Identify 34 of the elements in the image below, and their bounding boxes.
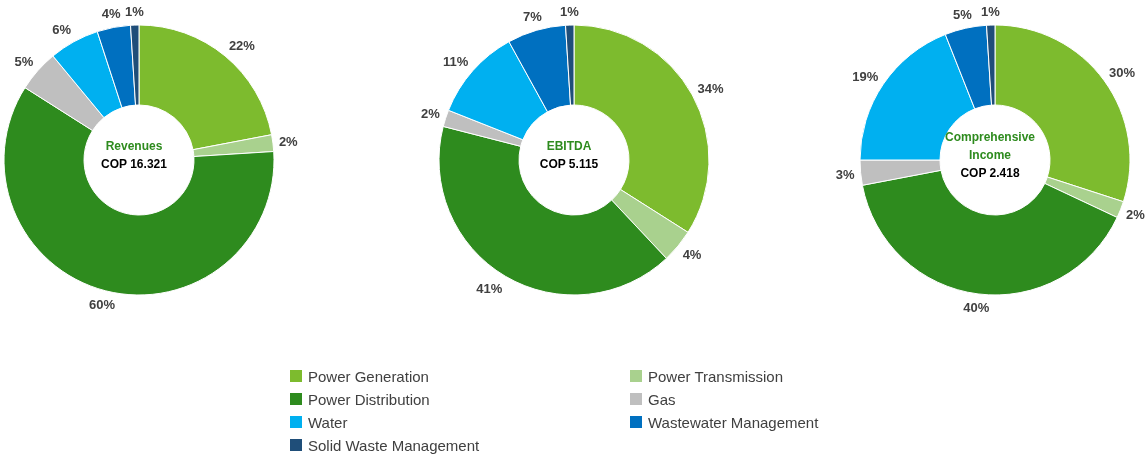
data-label: 19%	[852, 68, 879, 84]
data-label: 2%	[421, 106, 441, 122]
data-label: 41%	[476, 280, 503, 296]
text: EBITDA	[545, 138, 593, 155]
data-label: 5%	[14, 53, 34, 69]
data-label: 1%	[124, 3, 145, 19]
data-label: 7%	[523, 9, 543, 25]
data-label: 60%	[88, 296, 116, 312]
data-label: 30%	[1109, 64, 1136, 80]
data-label: 4%	[682, 247, 702, 263]
data-label: 40%	[963, 300, 990, 316]
legend-label: Gas	[648, 390, 676, 408]
legend-label: Water	[308, 413, 348, 431]
data-label: 4%	[101, 6, 121, 22]
data-label: 2%	[278, 133, 299, 149]
text: COP 2.418	[959, 165, 1021, 182]
data-label: 11%	[442, 53, 469, 69]
data-label: 1%	[559, 3, 580, 19]
data-label: 22%	[228, 37, 256, 53]
text: COP 5.115	[538, 156, 600, 173]
data-label: 34%	[697, 80, 725, 96]
data-label: 5%	[953, 7, 973, 23]
legend-label: Power Generation	[308, 367, 429, 385]
legend-label: Wastewater Management	[648, 413, 819, 431]
text: Comprehensive Income	[944, 129, 1036, 164]
data-label: 6%	[52, 21, 72, 37]
data-label: 3%	[835, 166, 856, 182]
legend-label: Power Distribution	[308, 390, 430, 408]
legend-label: Power Transmission	[648, 367, 784, 385]
text: Revenues	[104, 138, 164, 155]
data-label: 2%	[1126, 207, 1146, 223]
data-label: 1%	[980, 3, 1001, 19]
legend-label: Solid Waste Management	[308, 436, 480, 454]
text: COP 16.321	[100, 156, 168, 173]
